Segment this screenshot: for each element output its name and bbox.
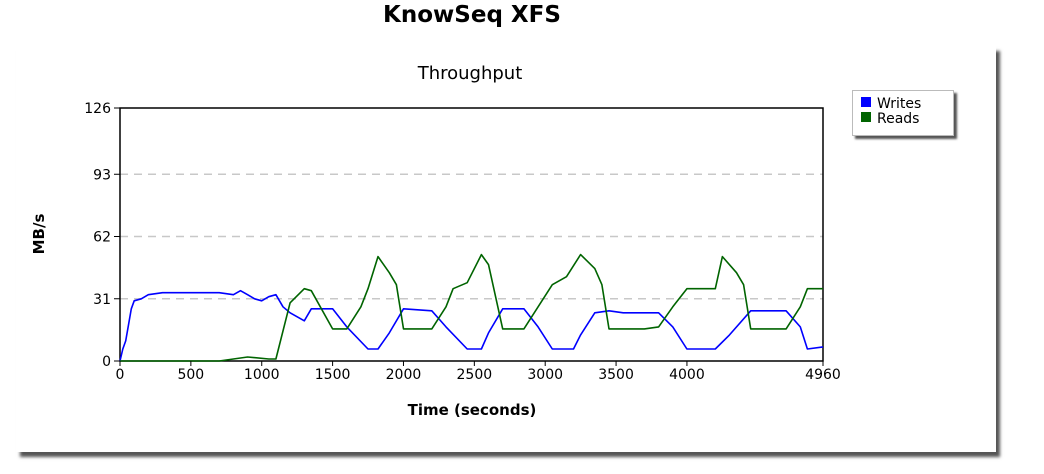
legend-item-writes: Writes (861, 96, 921, 112)
x-tick-label: 1500 (315, 367, 351, 383)
plot-area (119, 107, 824, 362)
legend-item-reads: Reads (861, 111, 919, 127)
chart-panel: Throughput 0 500 1000 1500 2000 2500 3000 3500 4… (16, 46, 996, 452)
legend-swatch-writes (861, 97, 871, 107)
x-tick-label: 4000 (669, 367, 705, 383)
legend-label-reads: Reads (877, 111, 920, 127)
y-tick-label: 93 (93, 167, 111, 183)
series-layer (119, 253, 824, 362)
legend: Writes Reads (852, 90, 954, 136)
series-line-writes (119, 289, 824, 362)
x-axis-ticks: 0 500 1000 1500 2000 2500 3000 3500 4000 4960 (116, 361, 841, 383)
x-tick-label: 1000 (244, 367, 280, 383)
x-tick-label: 0 (116, 367, 125, 383)
y-tick-label: 62 (93, 230, 111, 246)
y-tick-label: 126 (84, 101, 111, 117)
x-tick-label: 4960 (805, 367, 841, 383)
y-axis-ticks: 0 31 62 93 126 (84, 101, 120, 370)
x-tick-label: 3000 (527, 367, 563, 383)
page-title: KnowSeq XFS (383, 2, 561, 28)
legend-label-writes: Writes (877, 96, 922, 112)
chart-title: Throughput (417, 63, 523, 84)
series-line-reads (120, 253, 823, 362)
y-axis-label: MB/s (30, 214, 48, 255)
x-tick-label: 2500 (457, 367, 493, 383)
throughput-chart: Throughput 0 500 1000 1500 2000 2500 3000 3500 4… (30, 63, 841, 419)
x-tick-label: 2000 (386, 367, 422, 383)
x-tick-label: 500 (177, 367, 204, 383)
legend-swatch-reads (861, 112, 871, 122)
y-tick-label: 31 (93, 292, 111, 308)
x-axis-label: Time (seconds) (408, 401, 537, 419)
grid-lines (120, 173, 823, 300)
x-tick-label: 3500 (598, 367, 634, 383)
y-tick-label: 0 (102, 354, 111, 370)
